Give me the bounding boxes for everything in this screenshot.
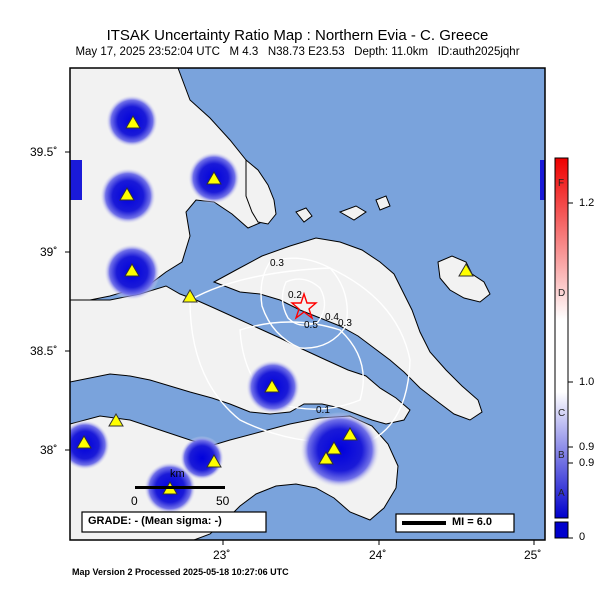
triangle-icon [124, 263, 140, 277]
mi-bar [402, 521, 446, 525]
triangle-icon [108, 413, 124, 427]
colorbar-letter: C [558, 408, 566, 419]
triangle-icon [76, 435, 92, 449]
processing-footer: Map Version 2 Processed 2025-05-18 10:27… [72, 567, 289, 577]
triangle-icon [264, 379, 280, 393]
contour-label: 0.1 [316, 405, 330, 416]
lon-tick-label: 24˚ [369, 548, 387, 562]
colorbar-value: 1.0 [579, 376, 595, 388]
epicenter-star-icon [290, 291, 318, 320]
lat-tick-label: 39.5˚ [30, 145, 58, 159]
triangle-icon [326, 441, 342, 455]
colorbar-value: 1.2 [579, 197, 595, 209]
lat-tick-label: 38˚ [40, 443, 58, 457]
colorbar-letter: F [558, 178, 565, 189]
colorbar-letter: B [558, 450, 565, 461]
grade-text: GRADE: - (Mean sigma: -) [88, 515, 222, 527]
colorbar-zero-swatch [554, 521, 569, 539]
land-central-greece [70, 285, 411, 425]
land-pelion [245, 158, 277, 225]
colorbar-value: 0 [579, 531, 586, 543]
scale-bar-unit: km [170, 468, 185, 480]
colorbar-value: 0.9 [579, 441, 595, 453]
land-northern-sporades [295, 195, 391, 223]
triangle-icon [342, 427, 358, 441]
map-frame [69, 67, 546, 541]
triangle-icon [119, 187, 135, 201]
colorbar-letter: A [558, 488, 565, 499]
triangle-icon [206, 171, 222, 185]
triangle-icon [318, 451, 334, 465]
colorbar [554, 157, 569, 519]
mi-text: MI = 6.0 [452, 516, 493, 528]
contour-label: 0.4 [325, 312, 339, 323]
scale-bar-label: 50 [216, 494, 230, 508]
frame-ticks [65, 151, 535, 545]
contour-label: 0.2 [288, 290, 302, 301]
lat-tick-label: 39˚ [40, 245, 58, 259]
land-evia [212, 237, 483, 421]
grade-box [81, 511, 267, 533]
mi-box [395, 513, 515, 533]
land-skyros [437, 255, 491, 303]
colorbar-letter: D [558, 288, 566, 299]
triangle-icon [458, 263, 474, 277]
colorbar-ticks [568, 202, 573, 539]
scale-bar-label: 0 [131, 494, 138, 508]
lon-tick-label: 23˚ [213, 548, 231, 562]
triangle-icon [125, 115, 141, 129]
colorbar-value: 0.9 [579, 457, 595, 469]
station-markers [76, 115, 474, 495]
scale-bar [135, 486, 225, 489]
contour-label: 0.3 [338, 318, 352, 329]
map-subtitle: May 17, 2025 23:52:04 UTC M 4.3 N38.73 E… [75, 46, 520, 58]
triangle-icon [206, 454, 222, 468]
contour-label: 0.5 [304, 320, 318, 331]
triangle-icon [182, 289, 198, 303]
map-title: ITSAK Uncertainty Ratio Map : Northern E… [106, 27, 489, 44]
lat-tick-label: 38.5˚ [30, 344, 58, 358]
contour-label: 0.3 [270, 258, 284, 269]
lon-tick-label: 25˚ [524, 548, 542, 562]
